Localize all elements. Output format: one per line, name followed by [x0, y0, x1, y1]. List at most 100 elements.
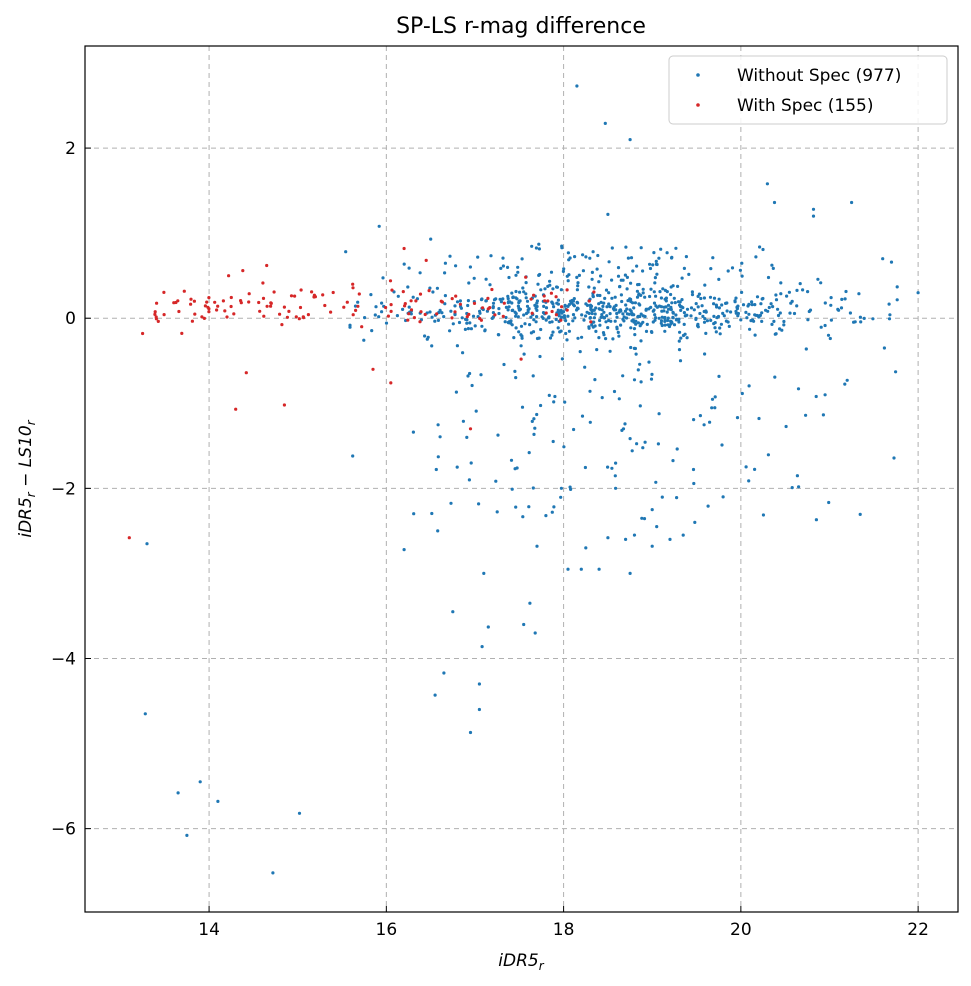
- data-point: [560, 305, 564, 309]
- y-tick-label: −6: [51, 820, 76, 840]
- data-point: [533, 303, 537, 307]
- data-point: [434, 467, 438, 472]
- data-point: [348, 323, 352, 327]
- data-point: [597, 567, 601, 571]
- data-point: [710, 397, 715, 401]
- data-point: [761, 247, 765, 252]
- data-point: [567, 322, 571, 326]
- data-point: [436, 455, 440, 459]
- data-point: [556, 302, 561, 306]
- data-point: [635, 264, 639, 268]
- data-point: [483, 328, 487, 332]
- data-point: [843, 382, 847, 386]
- data-point: [501, 314, 505, 318]
- data-point: [532, 293, 536, 297]
- data-point: [538, 272, 542, 277]
- data-point: [548, 279, 552, 283]
- data-point: [180, 331, 184, 335]
- data-point: [527, 505, 531, 509]
- data-point: [550, 320, 554, 324]
- data-point: [482, 571, 486, 576]
- data-point: [612, 305, 616, 309]
- data-point: [395, 314, 399, 318]
- data-point: [792, 311, 797, 316]
- data-point: [629, 345, 633, 350]
- data-point: [287, 309, 291, 313]
- data-point: [588, 316, 592, 320]
- data-point: [430, 511, 434, 516]
- data-point: [656, 442, 661, 446]
- data-point: [265, 304, 269, 308]
- data-point: [726, 269, 730, 273]
- data-point: [599, 300, 603, 304]
- data-point: [660, 323, 664, 328]
- data-point: [530, 311, 534, 315]
- data-point: [708, 295, 713, 299]
- data-point: [590, 270, 595, 274]
- data-point: [466, 303, 470, 308]
- data-point: [823, 301, 827, 305]
- data-point: [488, 283, 492, 287]
- data-point: [588, 420, 592, 424]
- data-point: [478, 309, 482, 313]
- data-point: [721, 311, 725, 315]
- data-point: [476, 255, 480, 259]
- y-tick-label: 2: [65, 139, 76, 159]
- x-tick-label: 22: [907, 920, 929, 940]
- data-point: [760, 311, 764, 315]
- data-point: [703, 283, 707, 287]
- y-tick-label: 0: [65, 309, 76, 329]
- x-tick-label: 14: [198, 920, 220, 940]
- data-point: [435, 312, 439, 316]
- data-point: [498, 297, 502, 301]
- data-point: [827, 500, 831, 505]
- data-point: [506, 265, 510, 269]
- data-point: [615, 315, 619, 319]
- data-point: [733, 299, 737, 303]
- data-point: [741, 303, 746, 307]
- data-point: [517, 299, 521, 303]
- data-point: [720, 443, 724, 447]
- data-point: [602, 301, 606, 305]
- data-point: [829, 296, 833, 300]
- data-point: [560, 357, 565, 361]
- data-point: [769, 302, 773, 306]
- data-point: [556, 326, 560, 330]
- data-point: [504, 315, 508, 320]
- data-point: [747, 312, 751, 316]
- data-point: [682, 266, 687, 270]
- data-point: [767, 305, 771, 310]
- data-point: [714, 330, 718, 334]
- data-point: [513, 310, 517, 314]
- data-point: [510, 308, 514, 313]
- data-point: [507, 275, 511, 280]
- data-point: [479, 373, 483, 377]
- data-point: [384, 321, 389, 325]
- data-point: [632, 346, 637, 350]
- data-point: [527, 451, 531, 455]
- data-point: [492, 298, 497, 302]
- data-point: [596, 293, 600, 297]
- data-point: [453, 304, 457, 308]
- data-point: [661, 287, 665, 291]
- data-point: [694, 317, 698, 321]
- data-point: [469, 327, 473, 331]
- data-point: [598, 307, 602, 311]
- data-point: [593, 324, 597, 328]
- data-point: [753, 333, 757, 337]
- data-point: [592, 316, 597, 320]
- data-point: [621, 374, 625, 378]
- data-point: [578, 350, 582, 354]
- data-point: [679, 308, 683, 312]
- data-point: [649, 377, 654, 381]
- data-point: [262, 314, 266, 318]
- data-point: [657, 412, 661, 416]
- data-point: [735, 307, 740, 311]
- data-point: [486, 625, 490, 629]
- data-point: [614, 486, 618, 490]
- data-point: [213, 300, 217, 304]
- data-point: [486, 296, 490, 300]
- data-point: [859, 320, 863, 324]
- data-point: [565, 288, 569, 292]
- data-point: [516, 304, 521, 308]
